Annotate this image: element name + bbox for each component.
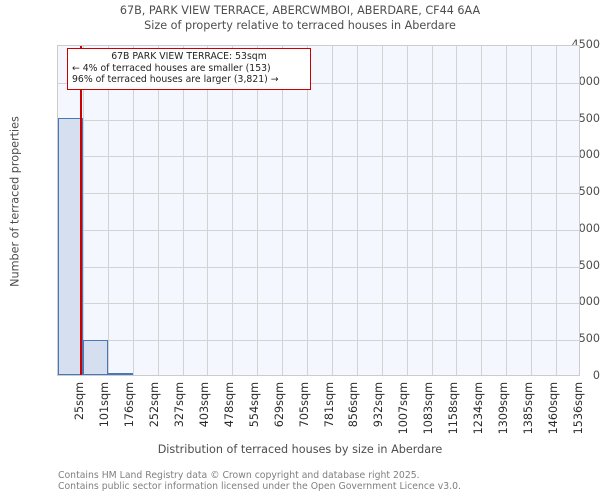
x-axis-tick-label: 1158sqm xyxy=(447,382,461,435)
gridline-vertical xyxy=(257,46,258,375)
gridline-vertical xyxy=(357,46,358,375)
gridline-horizontal xyxy=(58,82,579,84)
x-axis-title: Distribution of terraced houses by size … xyxy=(157,443,443,456)
y-axis-tick-label: 0 xyxy=(592,369,600,382)
gridline-vertical xyxy=(158,46,159,375)
gridline-vertical xyxy=(407,46,408,375)
footer-attribution: Contains HM Land Registry data © Crown c… xyxy=(58,470,598,492)
x-axis-tick-label: 705sqm xyxy=(297,382,311,428)
gridline-vertical xyxy=(506,46,507,375)
gridline-vertical xyxy=(332,46,333,375)
y-axis-title-wrapper: Number of terraced properties xyxy=(0,0,22,500)
gridline-horizontal xyxy=(58,303,579,305)
x-axis-tick-label: 856sqm xyxy=(347,382,361,428)
gridline-vertical xyxy=(531,46,532,375)
property-annotation-box: 67B PARK VIEW TERRACE: 53sqm ← 4% of ter… xyxy=(67,48,311,90)
gridline-vertical xyxy=(83,46,84,375)
x-axis-tick-label: 176sqm xyxy=(123,382,137,428)
annotation-property-label: 67B PARK VIEW TERRACE: 53sqm xyxy=(111,51,267,62)
gridline-vertical xyxy=(382,46,383,375)
gridline-horizontal xyxy=(58,156,579,158)
gridline-vertical xyxy=(556,46,557,375)
gridline-vertical xyxy=(456,46,457,375)
gridline-vertical xyxy=(133,46,134,375)
property-marker-line xyxy=(80,46,82,375)
gridline-vertical xyxy=(481,46,482,375)
plot-area xyxy=(57,45,580,376)
gridline-vertical xyxy=(108,46,109,375)
gridline-vertical xyxy=(207,46,208,375)
annotation-smaller-text: ← 4% of terraced houses are smaller (153… xyxy=(72,62,271,74)
footer-line-1: Contains HM Land Registry data © Crown c… xyxy=(58,470,420,481)
page-title: 67B, PARK VIEW TERRACE, ABERCWMBOI, ABER… xyxy=(119,4,481,17)
y-axis-tick-label: 500 xyxy=(578,332,600,346)
x-axis-tick-label: 1536sqm xyxy=(571,382,585,435)
bar xyxy=(83,340,108,375)
x-axis-tick-label: 1309sqm xyxy=(496,382,510,435)
x-axis-tick-label: 327sqm xyxy=(173,382,187,428)
x-axis-tick-label: 554sqm xyxy=(247,382,261,428)
x-axis-tick-label: 629sqm xyxy=(272,382,286,428)
gridline-vertical xyxy=(183,46,184,375)
x-axis-tick-label: 101sqm xyxy=(98,382,112,428)
gridline-horizontal xyxy=(58,340,579,342)
bar xyxy=(58,117,83,375)
x-axis-tick-label: 932sqm xyxy=(372,382,386,428)
page-subtitle: Size of property relative to terraced ho… xyxy=(144,19,456,32)
x-axis-tick-label: 1385sqm xyxy=(521,382,535,435)
gridline-vertical xyxy=(307,46,308,375)
x-axis-tick-label: 25sqm xyxy=(73,382,87,421)
gridline-vertical xyxy=(432,46,433,375)
x-axis-tick-label: 781sqm xyxy=(322,382,336,428)
gridline-horizontal xyxy=(58,119,579,121)
x-axis-tick-label: 1083sqm xyxy=(422,382,436,435)
gridline-horizontal xyxy=(58,266,579,268)
gridline-horizontal xyxy=(58,193,579,195)
gridline-vertical xyxy=(282,46,283,375)
gridline-vertical xyxy=(232,46,233,375)
x-axis-tick-label: 1234sqm xyxy=(471,382,485,435)
bar xyxy=(108,373,133,375)
x-axis-tick-label: 1460sqm xyxy=(546,382,560,435)
gridline-horizontal xyxy=(58,229,579,231)
x-axis-tick-label: 478sqm xyxy=(222,382,236,428)
y-axis-title: Number of terraced properties xyxy=(8,116,22,287)
x-axis-tick-label: 252sqm xyxy=(148,382,162,428)
annotation-larger-text: 96% of terraced houses are larger (3,821… xyxy=(72,74,279,85)
x-axis-tick-label: 1007sqm xyxy=(397,382,411,435)
footer-line-2: Contains public sector information licen… xyxy=(58,481,461,492)
x-axis-tick-label: 403sqm xyxy=(197,382,211,428)
chart-title-block: 67B, PARK VIEW TERRACE, ABERCWMBOI, ABER… xyxy=(0,3,600,33)
